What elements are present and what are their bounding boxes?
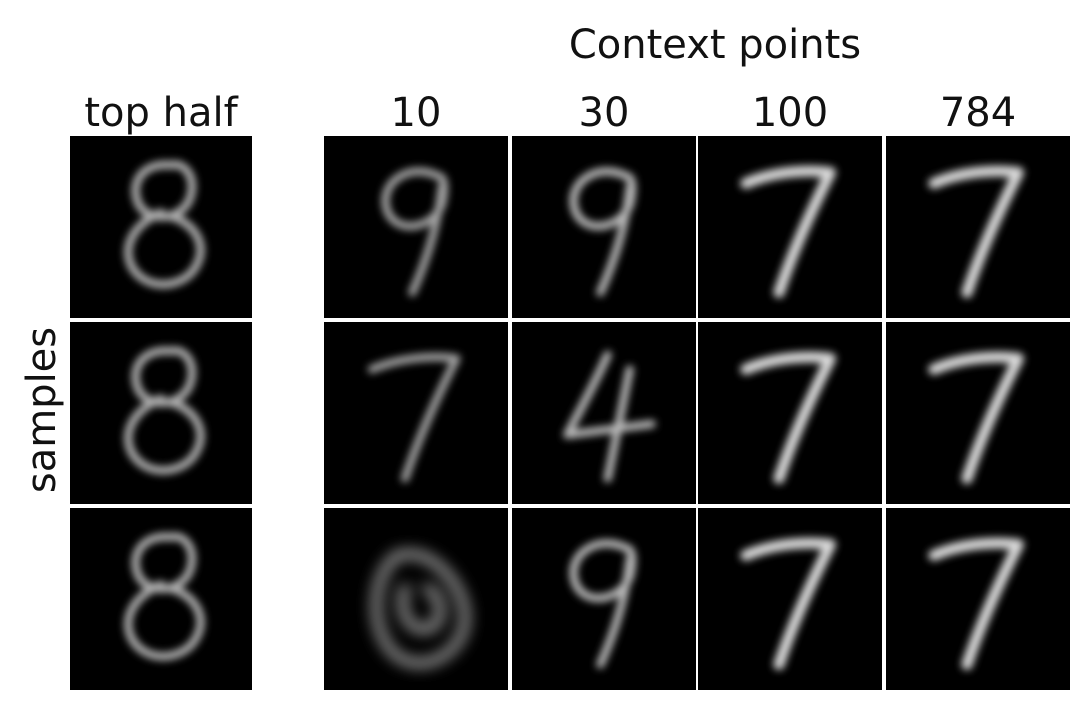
- sample-digit: [381, 167, 449, 297]
- sample-digit: [928, 351, 1024, 484]
- digit-stroke: [740, 165, 836, 298]
- digit-stroke: [367, 353, 461, 483]
- digit-stroke: [569, 539, 637, 669]
- sample-cell-col4-row2: [886, 508, 1070, 690]
- sample-cell-col0-row2: [70, 508, 252, 690]
- sample-panel: [886, 508, 1070, 690]
- digit-stroke: [569, 167, 637, 297]
- sample-panel: [886, 136, 1070, 318]
- sample-digit: [124, 160, 205, 289]
- digit-stroke: [371, 549, 470, 668]
- sample-digit: [569, 539, 637, 669]
- figure-title: Context points: [568, 22, 862, 68]
- sample-digit: [124, 346, 205, 475]
- sample-digit: [563, 350, 656, 483]
- digit-stroke: [928, 351, 1024, 484]
- sample-cell-col2-row0: [512, 136, 696, 318]
- digit-stroke: [124, 346, 205, 475]
- sample-panel: [698, 322, 882, 504]
- sample-cell-col4-row1: [886, 322, 1070, 504]
- sample-digit: [928, 165, 1024, 298]
- sample-cell-col1-row1: [324, 322, 508, 504]
- sample-cell-col1-row2: [324, 508, 508, 690]
- column-label-30: 30: [578, 90, 630, 136]
- sample-digit: [569, 167, 637, 297]
- sample-digit: [740, 165, 836, 298]
- digit-stroke: [124, 532, 205, 661]
- digit-stroke: [563, 350, 656, 483]
- sample-digit: [124, 532, 205, 661]
- sample-digit: [928, 537, 1024, 670]
- sample-cell-col2-row1: [512, 322, 696, 504]
- sample-cell-col0-row1: [70, 322, 252, 504]
- sample-digit: [367, 353, 461, 483]
- digit-stroke: [928, 165, 1024, 298]
- sample-panel: [512, 322, 696, 504]
- digit-stroke: [740, 537, 836, 670]
- sample-cell-col1-row0: [324, 136, 508, 318]
- column-label-100: 100: [751, 90, 829, 136]
- digit-stroke: [381, 167, 449, 297]
- sample-cell-col4-row0: [886, 136, 1070, 318]
- sample-panel: [698, 508, 882, 690]
- sample-digit: [371, 549, 470, 668]
- sample-cell-col3-row2: [698, 508, 882, 690]
- sample-digit: [740, 351, 836, 484]
- sample-cell-col3-row1: [698, 322, 882, 504]
- sample-panel: [698, 136, 882, 318]
- sample-cell-col2-row2: [512, 508, 696, 690]
- digit-stroke: [928, 537, 1024, 670]
- sample-panel: [324, 322, 508, 504]
- column-label-10: 10: [390, 90, 442, 136]
- sample-digit: [740, 537, 836, 670]
- digit-stroke: [740, 351, 836, 484]
- column-label-784: 784: [939, 90, 1017, 136]
- sample-cell-col0-row0: [70, 136, 252, 318]
- sample-panel: [886, 322, 1070, 504]
- digit-stroke: [124, 160, 205, 289]
- column-label-top-half: top half: [84, 90, 238, 136]
- sample-cell-col3-row0: [698, 136, 882, 318]
